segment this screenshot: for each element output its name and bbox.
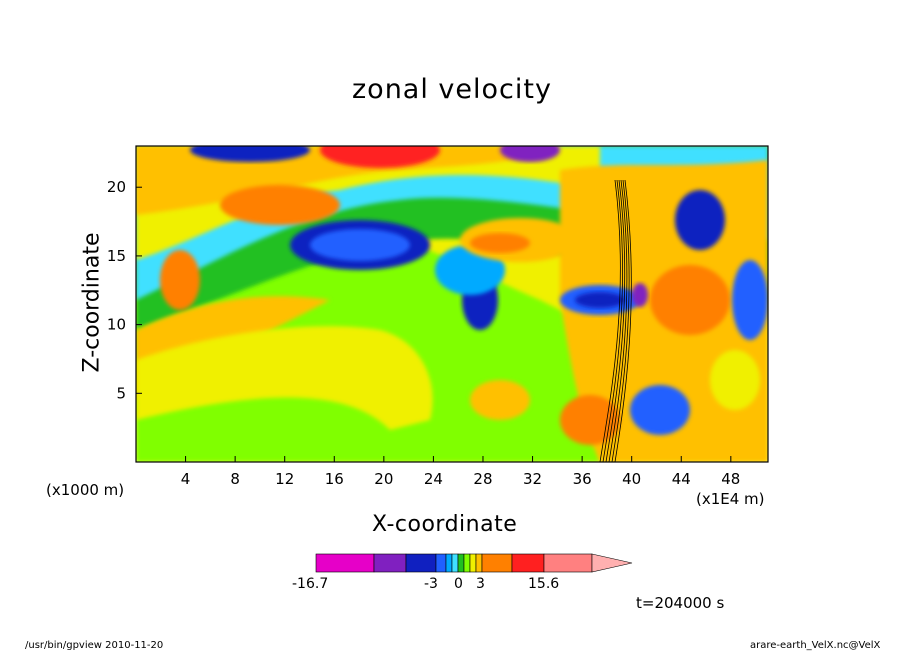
field-region	[710, 350, 760, 410]
plot-frame	[135, 145, 769, 463]
chart-title: zonal velocity	[352, 74, 552, 105]
x-tick-label: 40	[622, 470, 641, 488]
colorbar-swatch	[451, 553, 459, 573]
colorbar-swatch	[435, 553, 447, 573]
contour-line	[611, 179, 630, 462]
field-region	[470, 233, 530, 253]
colorbar-swatch	[405, 553, 437, 573]
colorbar-swatch	[463, 553, 471, 573]
contour-line	[602, 179, 623, 462]
x-tick-label: 20	[374, 470, 393, 488]
field-region	[630, 385, 690, 435]
field-region	[220, 185, 340, 225]
colorbar-swatch	[475, 553, 483, 573]
colorbar-tick-label: 15.6	[528, 576, 560, 592]
field-region	[560, 395, 620, 445]
colorbar-tick-label: 3	[476, 576, 485, 592]
y-axis-ticks: 5 10 15 20	[107, 178, 142, 402]
velocity-field	[136, 146, 768, 462]
field-region	[650, 265, 730, 335]
x-tick-label: 16	[325, 470, 344, 488]
field-region	[160, 250, 200, 310]
colorbar-swatch	[373, 553, 407, 573]
field-region	[632, 283, 648, 307]
colorbar-swatch	[469, 553, 477, 573]
colorbar-swatch	[543, 553, 593, 573]
x-tick-label: 44	[672, 470, 691, 488]
y-tick-label: 5	[116, 384, 126, 402]
field-region	[310, 229, 410, 261]
y-tick-label: 20	[107, 178, 126, 196]
field-region	[500, 146, 560, 162]
x-tick-label: 32	[523, 470, 542, 488]
colorbar-swatch	[445, 553, 453, 573]
x-axis-ticks: 4 8 12 16 20 24 28 32 36 40 44 48	[181, 456, 740, 488]
colorbar-swatch	[481, 553, 513, 573]
x-tick-label: 36	[573, 470, 592, 488]
y-axis-label: Z-coordinate	[79, 232, 105, 373]
colorbar	[315, 553, 633, 573]
footer-source: arare-earth_VelX.nc@VelX	[750, 640, 881, 651]
time-label: t=204000 s	[636, 594, 725, 612]
field-region	[732, 260, 768, 340]
field-region	[136, 146, 560, 215]
x-tick-label: 12	[275, 470, 294, 488]
field-region	[190, 146, 310, 162]
contour-line	[605, 179, 626, 462]
x-unit-label: (x1000 m)	[46, 481, 125, 499]
x-tick-label: 48	[721, 470, 740, 488]
colorbar-tick-label: -16.7	[292, 576, 329, 592]
colorbar-swatch	[511, 553, 545, 573]
field-region	[675, 190, 725, 250]
x-tick-label: 28	[473, 470, 492, 488]
x-unit-label-secondary: (x1E4 m)	[696, 490, 765, 508]
x-axis-label: X-coordinate	[372, 512, 518, 537]
x-tick-label: 24	[424, 470, 443, 488]
y-tick-label: 10	[107, 316, 126, 334]
contour-line	[614, 179, 632, 462]
contour-line	[599, 179, 621, 462]
x-tick-label: 4	[181, 470, 191, 488]
colorbar-tick-label: -3	[424, 576, 438, 592]
contour-line	[608, 179, 628, 462]
x-tick-label: 8	[230, 470, 240, 488]
y-tick-label: 15	[107, 247, 126, 265]
field-region	[470, 380, 530, 420]
footer-command: /usr/bin/gpview 2010-11-20	[25, 640, 164, 651]
field-region	[575, 292, 625, 308]
colorbar-swatch	[315, 553, 375, 573]
field-region	[136, 326, 433, 430]
colorbar-extend-arrow	[591, 553, 633, 573]
field-region	[320, 146, 440, 168]
colorbar-tick-label: 0	[454, 576, 463, 592]
colorbar-swatch	[457, 553, 465, 573]
